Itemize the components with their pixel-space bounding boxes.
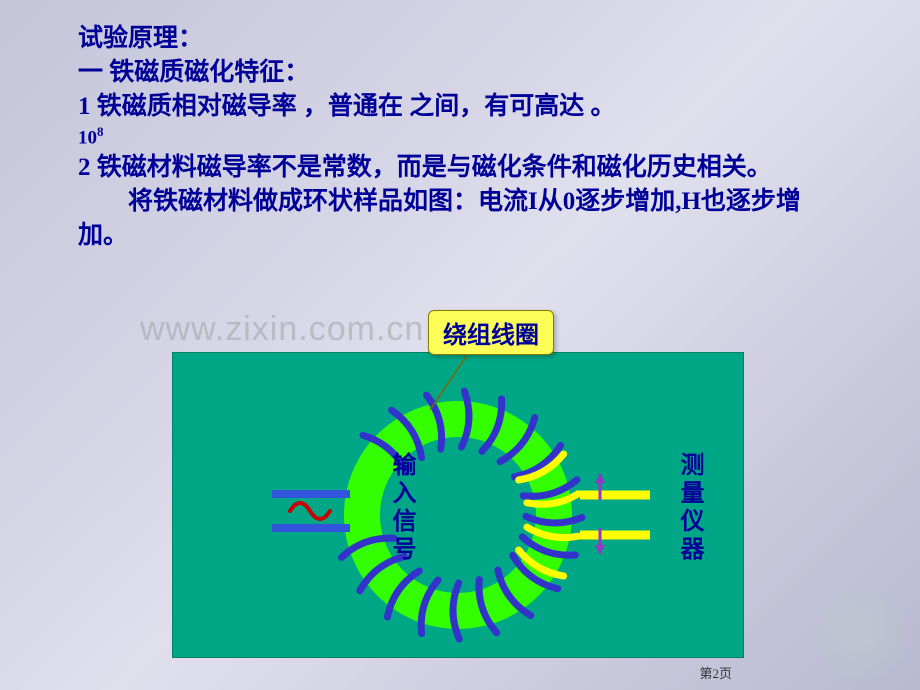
line-1: 试验原理： (78, 22, 850, 56)
diagram-container (172, 352, 744, 658)
line-3: 1 铁磁质相对磁导率 ，普通在 之间，有可高达 。 (78, 90, 850, 124)
corner-logo (816, 590, 906, 680)
line-2: 一 铁磁质磁化特征： (78, 56, 850, 90)
input-signal-label: 输入信号 (384, 452, 419, 564)
callout-label: 绕组线圈 (428, 310, 554, 355)
watermark-text: www.zixin.com.cn (140, 310, 424, 349)
toroid-diagram (172, 352, 744, 658)
measure-device-label: 测量仪器 (672, 452, 707, 564)
formula-10-8: 108 (78, 123, 850, 151)
line-4: 2 铁磁材料磁导率不是常数，而是与磁化条件和磁化历史相关。 (78, 151, 850, 185)
text-content: 试验原理： 一 铁磁质磁化特征： 1 铁磁质相对磁导率 ，普通在 之间，有可高达… (0, 0, 920, 252)
page-number: 第2页 (699, 663, 732, 682)
line-5: 将铁磁材料做成环状样品如图：电流I从0逐步增加,H也逐步增加。 (78, 185, 850, 253)
